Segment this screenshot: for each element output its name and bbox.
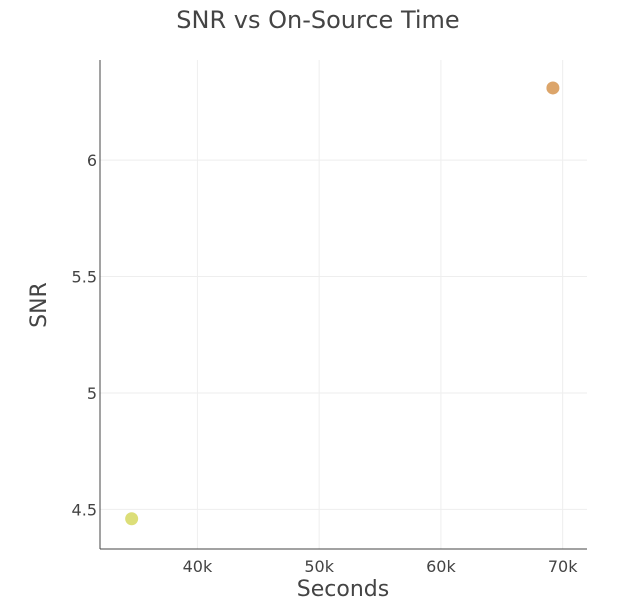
chart-title: SNR vs On-Source Time [176,6,459,34]
x-axis-title: Seconds [297,577,389,600]
data-point [546,81,560,95]
y-tick-label: 5.5 [72,268,97,287]
data-points [125,81,560,526]
y-tick-label: 6 [87,151,97,170]
data-point [125,512,139,526]
x-tick-label: 40k [183,557,213,576]
tick-labels: 40k 50k 60k 70k 4.5 5 5.5 6 [72,151,579,576]
y-tick-label: 4.5 [72,500,97,519]
y-axis-title: SNR [27,282,52,328]
x-tick-label: 70k [548,557,578,576]
grid [100,60,587,549]
x-tick-label: 50k [304,557,334,576]
y-tick-label: 5 [87,384,97,403]
x-tick-label: 60k [426,557,456,576]
